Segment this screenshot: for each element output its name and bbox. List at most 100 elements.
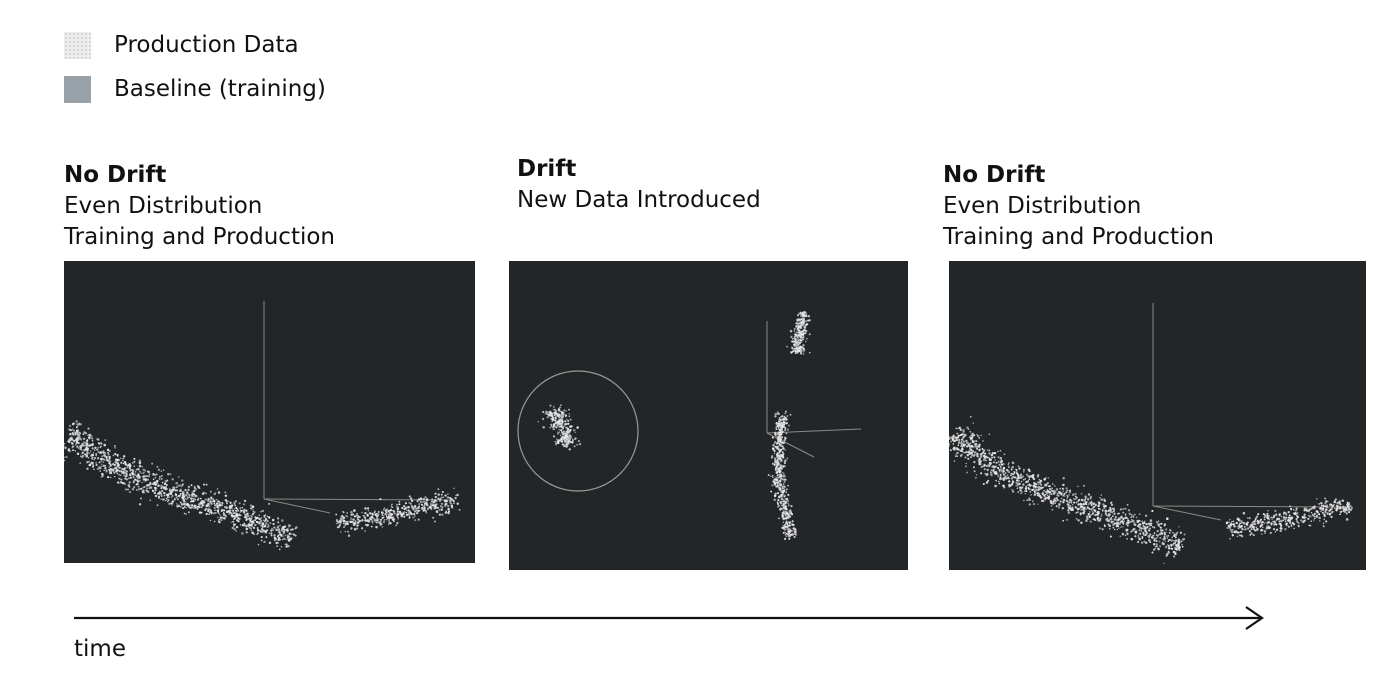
- data-point: [784, 531, 787, 534]
- data-point: [252, 526, 256, 530]
- data-point: [798, 342, 801, 344]
- data-point: [112, 469, 115, 472]
- data-point: [370, 525, 373, 528]
- data-point: [141, 481, 143, 484]
- data-point: [983, 456, 986, 459]
- data-point: [968, 453, 971, 456]
- data-point: [396, 503, 399, 506]
- data-point: [116, 481, 119, 484]
- data-point: [1324, 505, 1327, 508]
- data-point: [774, 413, 777, 416]
- data-point: [1320, 502, 1323, 505]
- data-point: [82, 441, 86, 444]
- data-point: [952, 443, 955, 445]
- data-point: [86, 451, 89, 454]
- data-point: [1116, 521, 1120, 525]
- data-point: [356, 521, 360, 524]
- data-point: [437, 493, 440, 496]
- data-point: [412, 507, 415, 510]
- data-point: [806, 337, 808, 340]
- data-point: [776, 474, 779, 476]
- data-point: [153, 472, 155, 475]
- data-point: [440, 502, 443, 505]
- data-point: [791, 530, 794, 532]
- data-point: [1168, 538, 1171, 541]
- data-point: [1290, 525, 1293, 527]
- data-point: [263, 520, 267, 523]
- data-point: [1278, 514, 1281, 517]
- data-point: [80, 446, 82, 449]
- data-point: [115, 465, 118, 468]
- data-point: [258, 514, 261, 516]
- data-point: [183, 512, 186, 515]
- data-point: [382, 520, 386, 524]
- data-point: [233, 527, 236, 531]
- data-point: [1002, 484, 1005, 488]
- data-point: [808, 333, 811, 336]
- data-point: [1003, 453, 1006, 456]
- data-point: [1068, 501, 1071, 504]
- data-point: [967, 428, 970, 430]
- data-point: [267, 525, 270, 528]
- data-point: [787, 513, 790, 516]
- data-point: [1166, 537, 1169, 539]
- data-point: [955, 427, 958, 430]
- point-cloud-production: [64, 420, 298, 551]
- data-point: [360, 527, 364, 530]
- data-point: [76, 452, 80, 455]
- data-point: [779, 460, 782, 463]
- data-point: [548, 411, 551, 414]
- data-point: [1030, 494, 1032, 496]
- data-point: [802, 321, 805, 324]
- data-point: [1267, 524, 1270, 527]
- data-point: [1034, 486, 1037, 489]
- data-point: [245, 518, 248, 522]
- data-point: [270, 532, 273, 535]
- data-point: [797, 314, 799, 317]
- data-point: [118, 466, 121, 469]
- data-point: [188, 493, 191, 497]
- data-point: [784, 412, 786, 415]
- data-point: [1122, 525, 1124, 528]
- data-point: [956, 448, 959, 451]
- data-point: [241, 524, 244, 527]
- data-point: [1094, 519, 1097, 521]
- data-point: [1056, 499, 1059, 502]
- data-point: [213, 502, 216, 505]
- data-point: [1325, 508, 1328, 511]
- data-point: [778, 495, 781, 499]
- data-point: [398, 503, 401, 506]
- data-point: [285, 543, 288, 546]
- data-point: [175, 496, 178, 499]
- data-point: [1063, 495, 1066, 497]
- data-point: [70, 438, 73, 441]
- data-point: [558, 425, 561, 428]
- data-point: [435, 500, 438, 503]
- data-point: [76, 445, 79, 448]
- data-point: [110, 476, 112, 479]
- data-point: [224, 499, 227, 502]
- data-point: [546, 412, 549, 416]
- data-point: [207, 508, 210, 511]
- data-point: [273, 526, 276, 529]
- data-point: [376, 512, 378, 515]
- data-point: [79, 455, 82, 458]
- data-point: [1071, 493, 1075, 496]
- data-point: [239, 514, 242, 517]
- data-point: [1259, 519, 1262, 523]
- data-point: [1271, 522, 1273, 525]
- data-point: [802, 338, 804, 341]
- data-point: [567, 419, 570, 422]
- data-point: [131, 462, 134, 464]
- data-point: [216, 488, 219, 490]
- data-point: [414, 519, 417, 522]
- data-point: [116, 472, 119, 475]
- data-point: [1103, 505, 1106, 508]
- data-point: [1035, 489, 1038, 492]
- data-point: [1017, 465, 1020, 468]
- data-point: [1153, 539, 1155, 542]
- data-point: [784, 478, 787, 481]
- data-point: [373, 511, 376, 514]
- data-point: [1137, 536, 1140, 539]
- data-point: [1079, 512, 1083, 515]
